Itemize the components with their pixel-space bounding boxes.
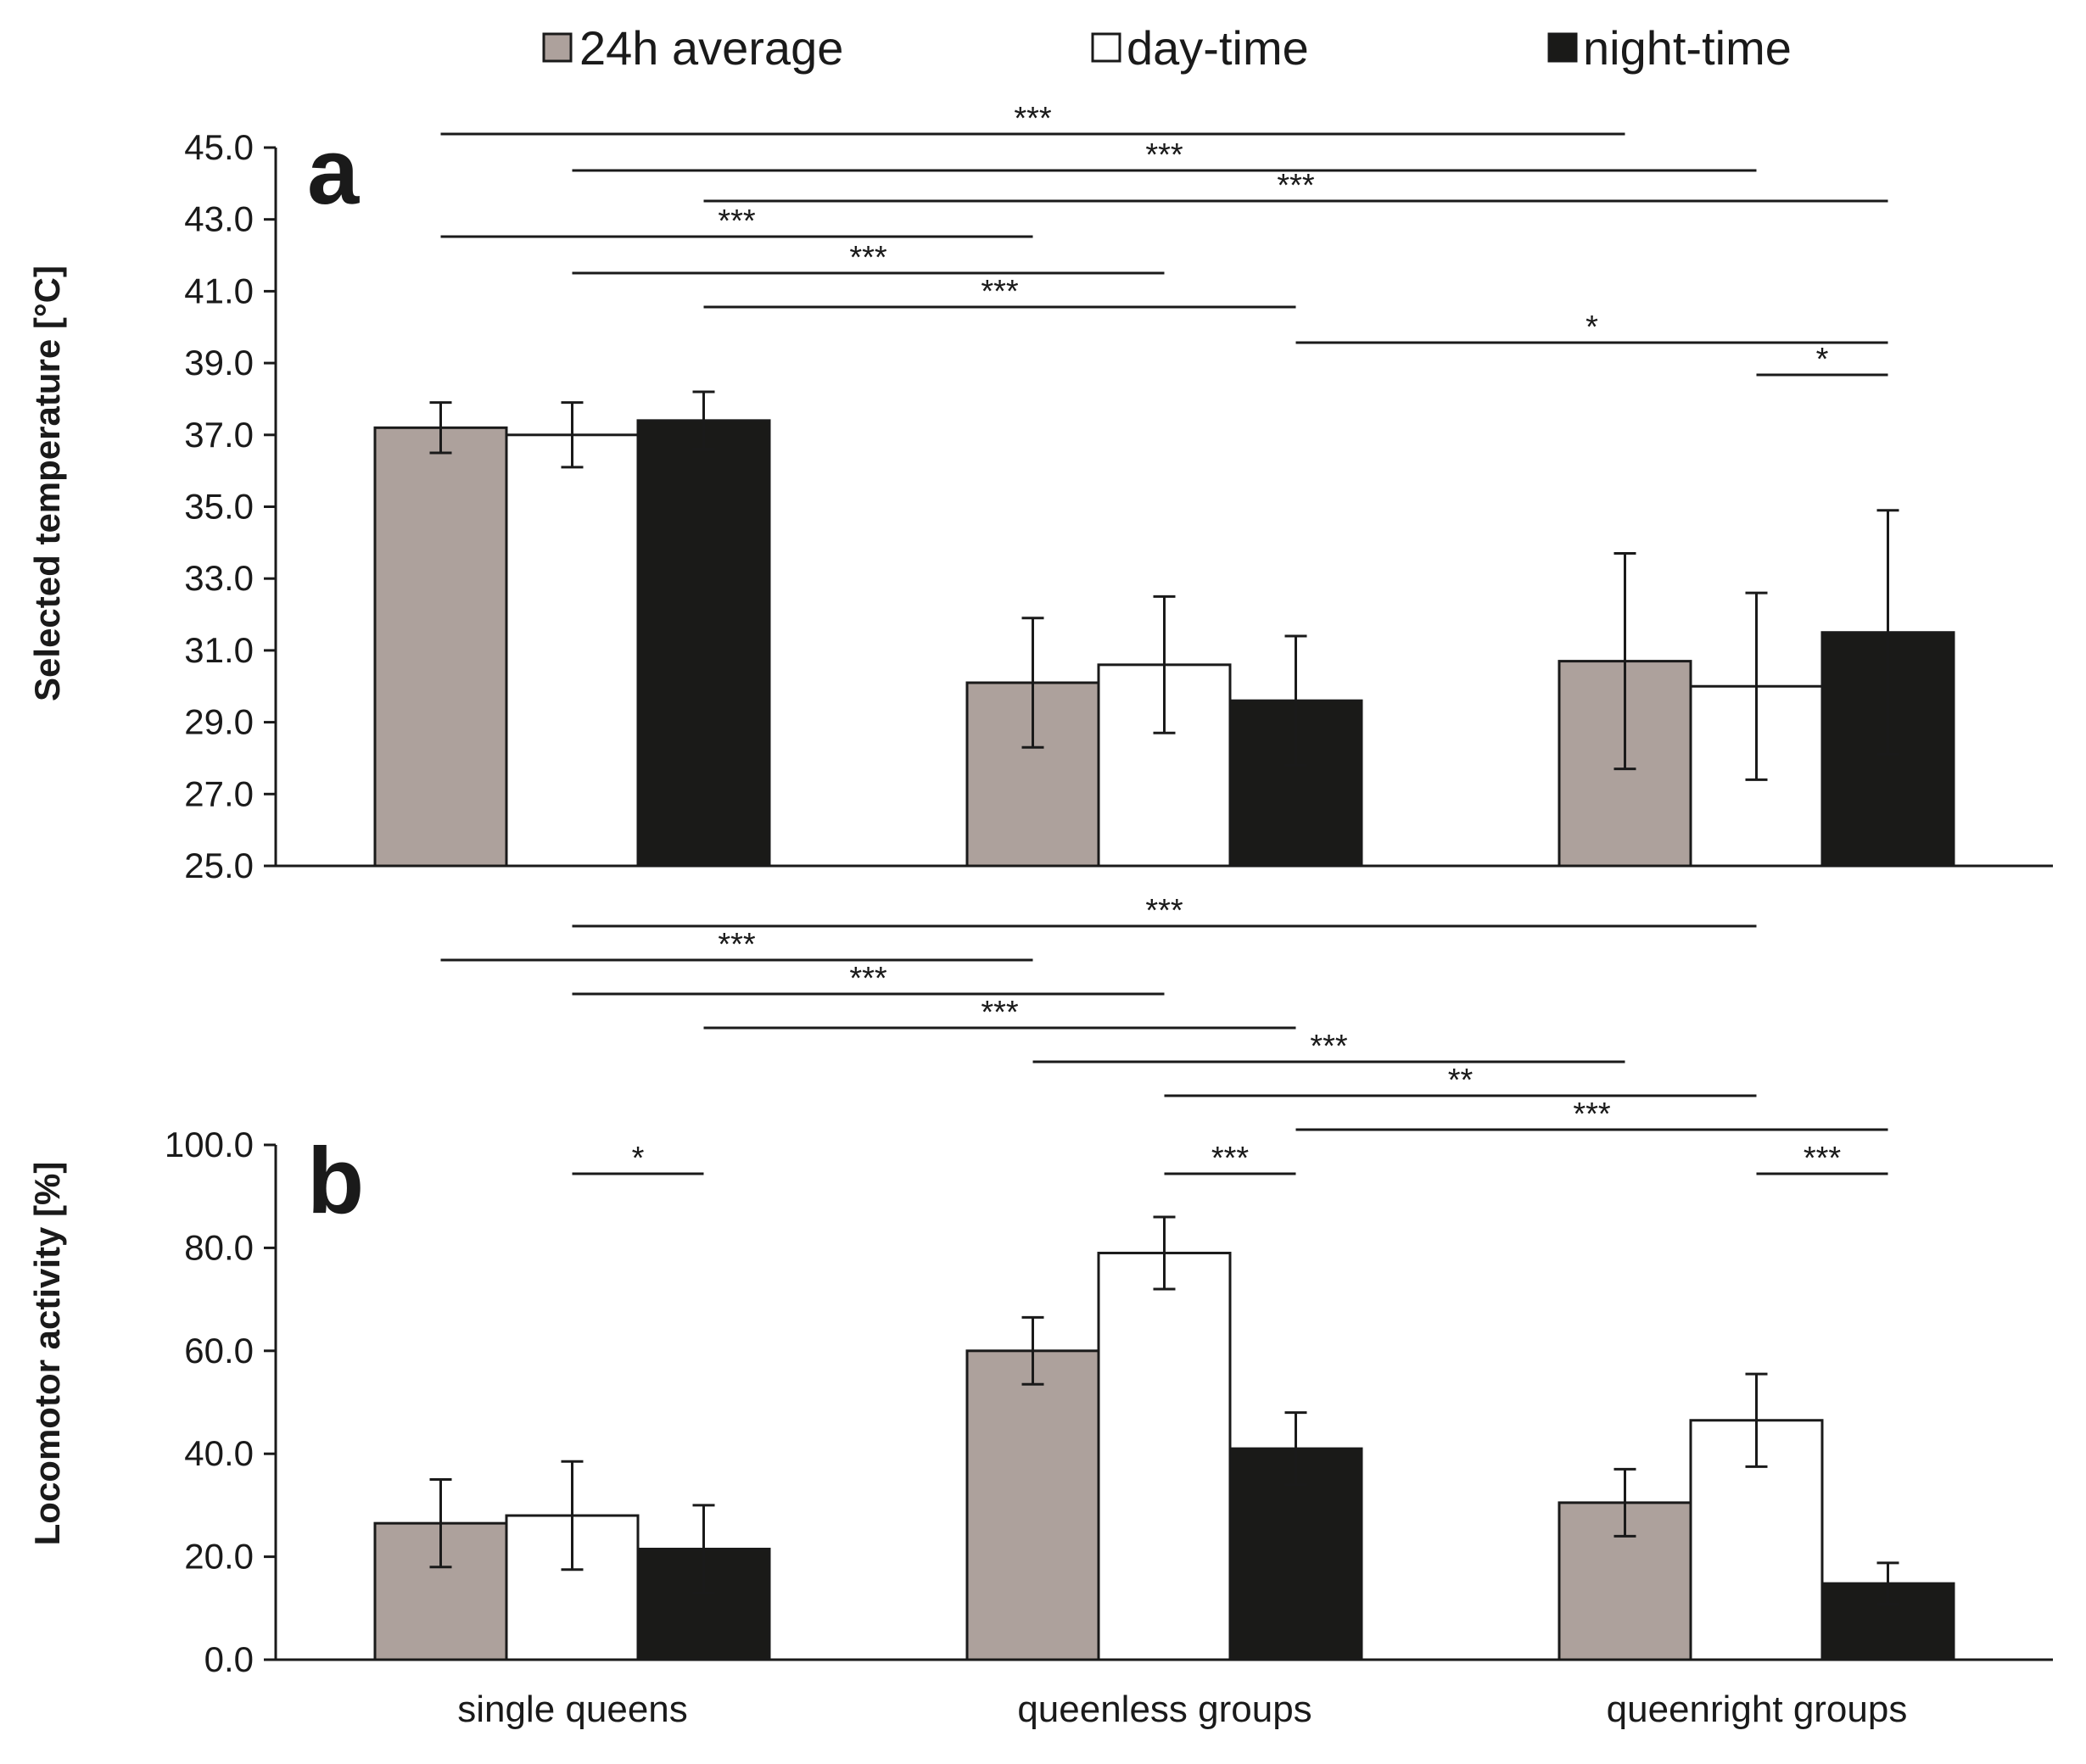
panel-a-y-tick-label: 25.0: [184, 846, 254, 885]
panel-a-significance-label-5: ***: [849, 240, 887, 276]
panel-b-significance-label-8: *: [632, 1141, 645, 1176]
panel-b-y-tick-label: 100.0: [165, 1125, 254, 1164]
panel-b-significance-label-7: ***: [1573, 1097, 1611, 1132]
legend: 24h average day-time night-time: [542, 21, 1792, 75]
legend-swatch-day-time: [1091, 32, 1121, 63]
panel-b-locomotor-chart: b Locomotor activity [%] 0.0 20.0 40.0 60.0…: [27, 893, 2053, 1679]
panel-b-y-tick-label: 20.0: [184, 1537, 254, 1577]
x-axis-category-labels: single queens queenless groups queenrigh…: [457, 1689, 1907, 1730]
panel-a-significance-label-6: ***: [981, 274, 1019, 310]
x-category-label-queenless-groups: queenless groups: [1017, 1689, 1311, 1730]
panel-a-significance-label-3: ***: [1277, 168, 1315, 204]
legend-label-day-time: day-time: [1127, 21, 1309, 75]
panel-a-bar-night-time-single-queens: [636, 419, 771, 868]
panel-b-bar-24h-average-queenless-groups: [965, 1349, 1100, 1661]
panel-a-temperature-chart: a Selected temperature [°C] 25.0 27.0 29.0…: [27, 101, 2053, 885]
panel-b-significance-label-3: ***: [849, 961, 887, 996]
panel-letter-b: b: [307, 1129, 364, 1233]
panel-a-y-tick-label: 35.0: [184, 487, 254, 527]
panel-b-significance-label-5: ***: [1310, 1029, 1348, 1064]
panel-a-y-tick-label: 43.0: [184, 199, 254, 239]
x-category-label-queenright-groups: queenright groups: [1607, 1689, 1908, 1730]
panel-b-significance-label-2: ***: [718, 927, 756, 963]
panel-a-bar-day-time-single-queens: [505, 433, 640, 868]
panel-a-significance-label-2: ***: [1145, 137, 1183, 173]
panel-a-y-tick-label: 41.0: [184, 271, 254, 310]
panel-a-bar-24h-average-single-queens: [373, 426, 508, 868]
panel-a-y-tick-label: 29.0: [184, 702, 254, 742]
panel-a-y-tick-label: 33.0: [184, 558, 254, 598]
panel-letter-a: a: [307, 120, 360, 224]
panel-b-significance-label-6: **: [1448, 1063, 1474, 1098]
panel-b-significance-label-10: ***: [1804, 1141, 1842, 1176]
legend-label-night-time: night-time: [1583, 21, 1792, 75]
panel-a-significance-label-7: *: [1585, 310, 1598, 345]
panel-b-y-tick-label: 80.0: [184, 1227, 254, 1267]
panel-b-significance-label-9: ***: [1211, 1141, 1250, 1176]
panel-a-y-tick-label: 27.0: [184, 773, 254, 813]
x-category-label-single-queens: single queens: [457, 1689, 688, 1730]
panel-a-significance-label-4: ***: [718, 204, 756, 239]
panel-b-significance-label-1: ***: [1145, 893, 1183, 929]
panel-b-y-tick-label: 60.0: [184, 1331, 254, 1370]
panel-a-y-tick-label: 45.0: [184, 127, 254, 167]
panel-a-significance-label-1: ***: [1014, 101, 1052, 137]
legend-label-24h-average: 24h average: [579, 21, 843, 75]
y-axis-title-temperature: Selected temperature [°C]: [27, 265, 67, 701]
panel-a-significance-label-8: *: [1816, 342, 1829, 377]
panel-a-y-tick-label: 37.0: [184, 415, 254, 455]
legend-swatch-24h-average: [542, 32, 573, 63]
panel-b-bar-day-time-queenless-groups: [1097, 1251, 1232, 1661]
panel-b-significance-label-4: ***: [981, 995, 1019, 1030]
panel-b-y-tick-label: 40.0: [184, 1433, 254, 1473]
legend-swatch-night-time: [1547, 32, 1578, 63]
panel-b-y-tick-label: 0.0: [204, 1639, 254, 1679]
panel-a-y-tick-label: 31.0: [184, 630, 254, 670]
panel-a-y-tick-label: 39.0: [184, 343, 254, 382]
y-axis-title-locomotor-activity: Locomotor activity [%]: [27, 1162, 67, 1546]
